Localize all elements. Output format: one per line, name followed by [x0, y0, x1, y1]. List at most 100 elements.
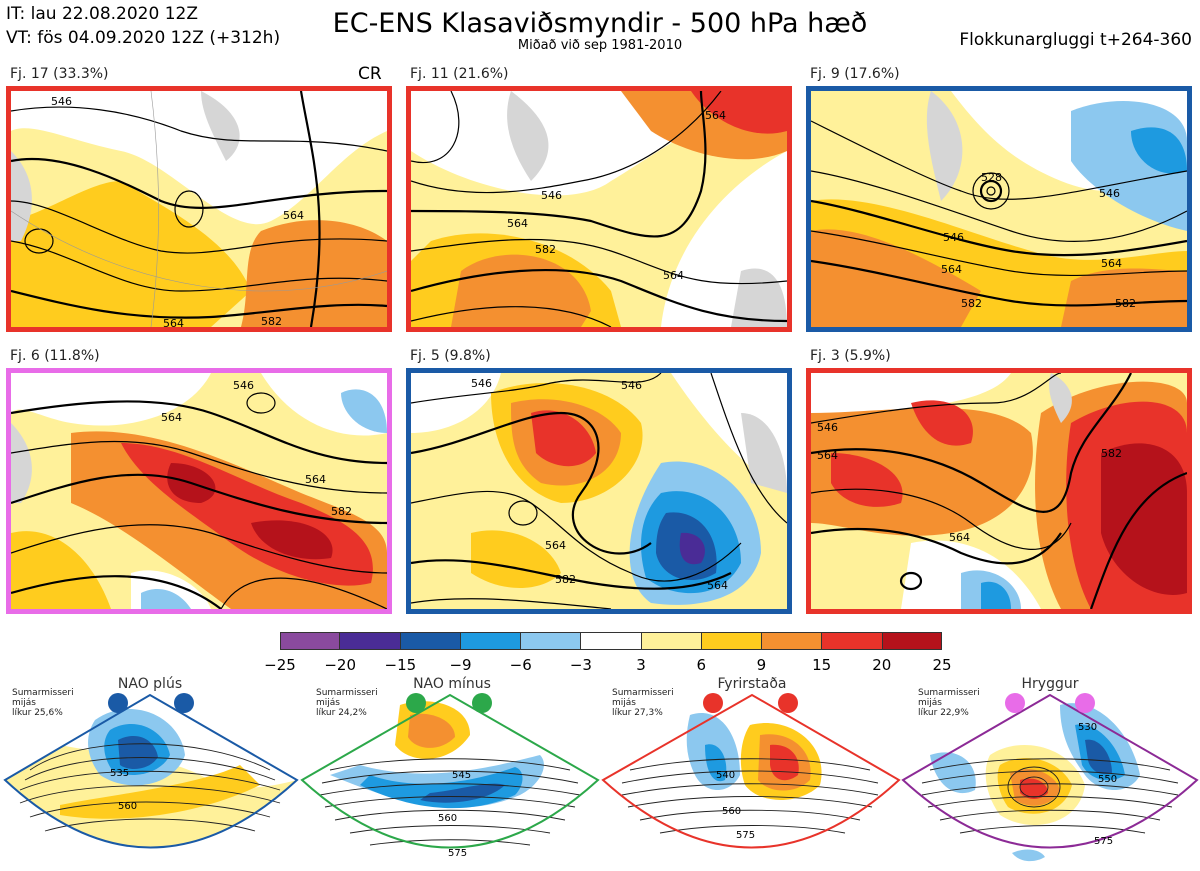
regime-info-nao-plus: Sumarmisseri mijás líkur 25,6%: [12, 688, 74, 718]
colorbar-segment: [762, 632, 823, 650]
regime-fan-nao-plus: [3, 693, 299, 849]
colorbar-tick-label: 9: [756, 656, 767, 674]
colorbar-segment: [701, 632, 763, 650]
panel-caption-4: Fj. 6 (11.8%): [10, 348, 100, 364]
map-panel-1: 546 564 564 582: [6, 86, 392, 332]
regime-info-line: Sumarmisseri: [612, 688, 674, 698]
colorbar-segment: [521, 632, 582, 650]
colorbar-tick-label: −20: [324, 656, 356, 674]
colorbar-tick-label: −15: [384, 656, 417, 674]
regime-contour-label: 550: [1098, 774, 1118, 785]
regime-info-line: Sumarmisseri: [316, 688, 378, 698]
regime-contour-label: 540: [716, 770, 736, 781]
map-panel-6: 546 564 582 564: [806, 368, 1192, 614]
regime-fan-hryggur: [901, 693, 1199, 862]
contour-label: 546: [621, 379, 642, 392]
regime-info-nao-minus: Sumarmisseri mijás líkur 24,2%: [316, 688, 378, 718]
regime-contour-label: 560: [118, 801, 138, 812]
map-panel-4: 564 564 582 546: [6, 368, 392, 614]
colorbar-tick-label: −9: [449, 656, 472, 674]
regime-fan-fyrirstada: [601, 693, 901, 849]
cluster-window: Flokkunargluggi t+264-360: [959, 30, 1192, 50]
colorbar-tick-label: 6: [696, 656, 707, 674]
regime-info-line: Sumarmisseri: [918, 688, 980, 698]
contour-label: 564: [161, 411, 182, 424]
regime-fan-nao-minus: [300, 693, 600, 849]
regime-title-fyrirstada: Fyrirstaða: [717, 676, 787, 692]
contour-label: 582: [961, 297, 982, 310]
colorbar-tick-label: −6: [509, 656, 532, 674]
contour-label: 546: [233, 379, 254, 392]
panel-tag-1: CR: [358, 64, 382, 84]
contour-label: 546: [471, 377, 492, 390]
valid-time: VT: fös 04.09.2020 12Z (+312h): [6, 28, 281, 48]
contour-label: 564: [941, 263, 962, 276]
map-panel-3: 528 546 564 582 546 564 582: [806, 86, 1192, 332]
regime-info-line: mijás: [12, 698, 36, 708]
contour-label: 546: [51, 95, 72, 108]
regime-contour-label: 560: [722, 806, 742, 817]
regime-info-hryggur: Sumarmisseri mijás líkur 22,9%: [918, 688, 980, 718]
colorbar-tick-label: 3: [636, 656, 646, 674]
regime-title-hryggur: Hryggur: [1021, 676, 1079, 692]
colorbar-tick-label: 20: [872, 656, 892, 674]
regime-title-nao-minus: NAO mínus: [413, 676, 491, 692]
contour-label: 564: [705, 109, 726, 122]
colorbar-tick-label: 15: [812, 656, 832, 674]
regime-contour-label: 545: [452, 770, 472, 781]
contour-label: 582: [555, 573, 576, 586]
colorbar: [280, 632, 942, 650]
regime-info-line: líkur 27,3%: [612, 708, 663, 718]
contour-label: 528: [981, 171, 1002, 184]
map-panel-3-graphic: [811, 91, 1187, 327]
colorbar-segment: [882, 632, 942, 650]
contour-label: 582: [1101, 447, 1122, 460]
regime-contour-label: 560: [438, 813, 458, 824]
regime-info-fyrirstada: Sumarmisseri mijás líkur 27,3%: [612, 688, 674, 718]
colorbar-segment: [581, 632, 642, 650]
colorbar-segment: [641, 632, 702, 650]
map-panel-1-graphic: [11, 91, 387, 327]
regime-info-line: mijás: [612, 698, 636, 708]
regime-info-line: líkur 25,6%: [12, 708, 63, 718]
map-panel-6-graphic: [811, 373, 1187, 609]
panel-caption-3: Fj. 9 (17.6%): [810, 66, 900, 82]
regime-contour-label: 530: [1078, 722, 1098, 733]
regime-contour-label: 535: [110, 768, 130, 779]
colorbar-frame: [280, 632, 942, 650]
regime-info-line: líkur 24,2%: [316, 708, 367, 718]
colorbar-segment: [400, 632, 461, 650]
page-title: EC-ENS Klasaviðsmyndir - 500 hPa hæð: [332, 8, 868, 39]
contour-label: 546: [541, 189, 562, 202]
contour-label: 564: [507, 217, 528, 230]
regime-title-nao-plus: NAO plús: [117, 676, 183, 692]
contour-label: 564: [163, 317, 184, 330]
map-panel-5: 546 564 582 564 546: [406, 368, 792, 614]
colorbar-segment: [460, 632, 522, 650]
contour-label: 564: [545, 539, 566, 552]
colorbar-tick-label: −25: [264, 656, 296, 674]
regime-info-line: Sumarmisseri: [12, 688, 74, 698]
contour-label: 582: [1115, 297, 1136, 310]
map-panel-5-graphic: [411, 373, 787, 609]
regime-info-line: mijás: [918, 698, 942, 708]
panel-caption-5: Fj. 5 (9.8%): [410, 348, 491, 364]
map-panel-2: 546 564 582 564 564: [406, 86, 792, 332]
contour-label: 546: [817, 421, 838, 434]
regime-contour-label: 575: [448, 848, 468, 859]
page-subtitle: Miðað við sep 1981-2010: [517, 38, 683, 53]
regime-fans: [3, 693, 1199, 862]
contour-label: 564: [663, 269, 684, 282]
contour-label: 582: [261, 315, 282, 328]
colorbar-tick-label: −3: [569, 656, 592, 674]
panel-caption-2: Fj. 11 (21.6%): [410, 66, 509, 82]
regime-contour-label: 575: [736, 830, 756, 841]
colorbar-segment: [822, 632, 883, 650]
colorbar-tick-label: 25: [932, 656, 952, 674]
header-times: IT: lau 22.08.2020 12Z VT: fös 04.09.202…: [6, 2, 280, 50]
colorbar-segment: [280, 632, 341, 650]
contour-label: 564: [949, 531, 970, 544]
colorbar-segment: [340, 632, 401, 650]
contour-label: 564: [707, 579, 728, 592]
regime-info-line: líkur 22,9%: [918, 708, 969, 718]
